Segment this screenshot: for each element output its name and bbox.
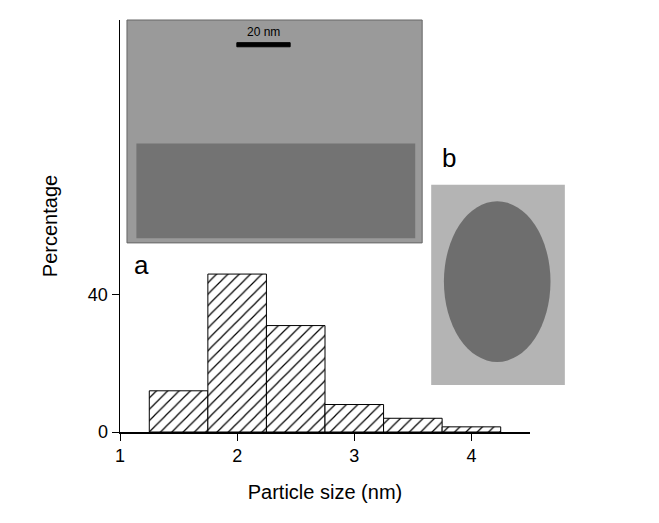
svg-text:40: 40 [88,285,108,305]
svg-text:a: a [134,250,149,280]
svg-text:Particle size (nm): Particle size (nm) [248,481,402,503]
svg-text:20 nm: 20 nm [247,25,280,39]
svg-text:2: 2 [232,446,242,466]
svg-text:Percentage: Percentage [39,175,61,277]
svg-text:4: 4 [466,446,476,466]
svg-text:1: 1 [115,446,125,466]
svg-text:0: 0 [98,422,108,442]
svg-text:3: 3 [349,446,359,466]
svg-text:b: b [442,143,456,173]
